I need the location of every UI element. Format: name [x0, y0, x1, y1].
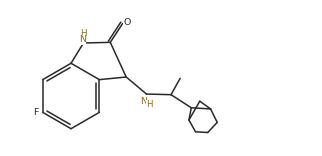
Text: H: H	[80, 29, 87, 38]
Text: N: N	[140, 97, 147, 106]
Text: F: F	[33, 108, 38, 117]
Text: O: O	[124, 18, 131, 27]
Text: H: H	[147, 100, 153, 109]
Text: N: N	[79, 35, 86, 44]
